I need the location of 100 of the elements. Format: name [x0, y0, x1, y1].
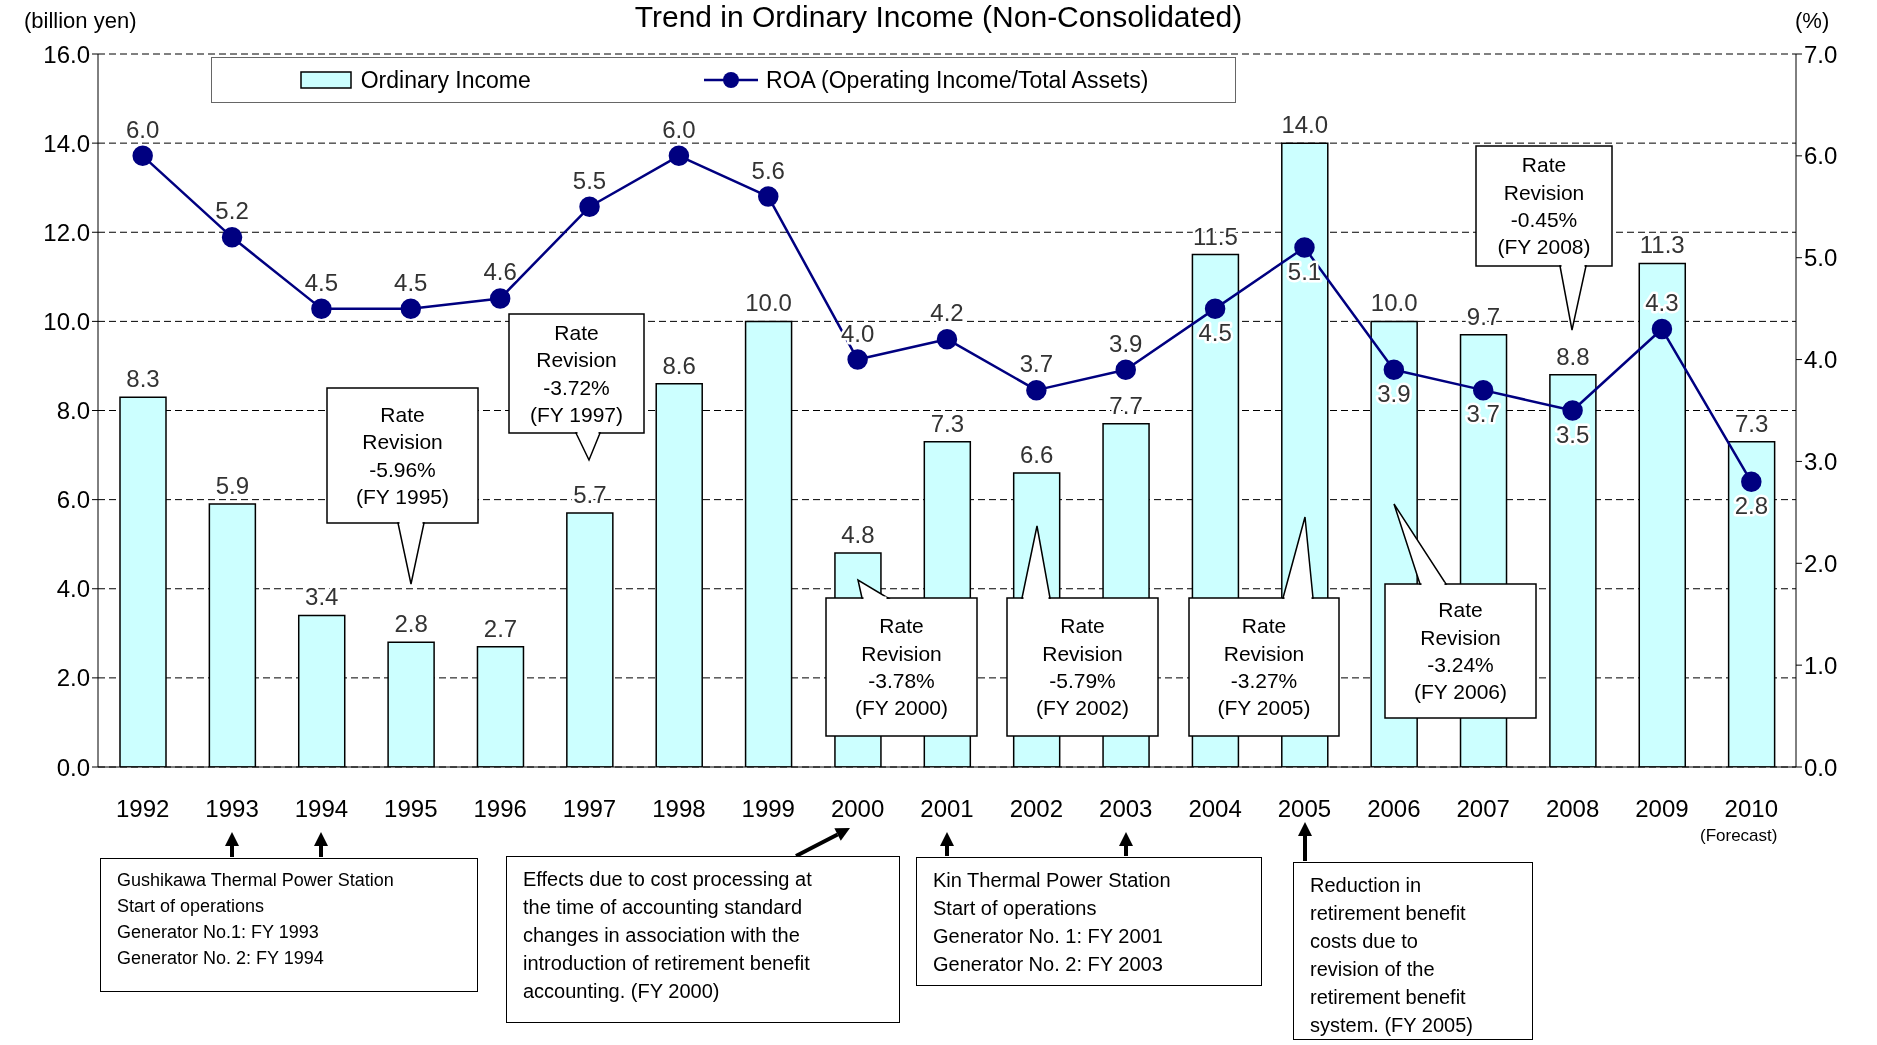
point — [847, 349, 868, 370]
point — [1026, 379, 1047, 401]
y-tick-label: 16.0 — [43, 40, 90, 68]
data-label: 4.5 — [1198, 318, 1232, 346]
x-tick-label: 1997 — [562, 795, 617, 822]
text: (Forecast) — [1700, 826, 1778, 846]
data-label: 4.8 — [841, 521, 875, 549]
data-label: 4.3 — [1645, 289, 1679, 317]
y-axis-title: (billion yen) — [24, 8, 137, 34]
y-tick-label: 6.0 — [56, 486, 90, 514]
annotation: Rate Revision -5.79% (FY 2002) — [1007, 598, 1158, 736]
point — [1294, 237, 1315, 258]
data-label: 8.6 — [662, 351, 696, 379]
x-tick-label: 1992 — [115, 795, 170, 822]
data-label: 4.5 — [304, 268, 339, 296]
point — [1562, 400, 1583, 421]
x-tick-label: 2002 — [1009, 795, 1064, 822]
annotation: Rate Revision -3.24% (FY 2006) — [1385, 584, 1536, 718]
y-tick-label: 12.0 — [43, 218, 90, 246]
point — [1204, 298, 1226, 319]
annotation: Rate Revision -3.27% (FY 2005) — [1189, 598, 1339, 736]
y-tick-label: 2.0 — [56, 664, 90, 692]
y-tick-label: 0.0 — [56, 753, 90, 781]
x-tick-label: 2009 — [1635, 795, 1689, 822]
data-label: 10.0 — [1370, 289, 1418, 317]
point — [1472, 379, 1494, 401]
point — [579, 196, 600, 218]
x-tick-label: 1996 — [473, 795, 527, 822]
data-label: 5.9 — [215, 472, 250, 500]
x-tick-label: 1995 — [384, 795, 438, 822]
y2-tick-label: 2.0 — [1804, 549, 1838, 577]
point — [400, 298, 422, 319]
data-label: 4.2 — [930, 299, 964, 327]
text: Reduction in retirement benefit costs due to revision of the retirement benefit system. (FY 2005) — [1293, 862, 1533, 1040]
data-label: 3.5 — [1555, 420, 1590, 448]
point — [221, 227, 243, 248]
x-tick-label: 2005 — [1277, 795, 1332, 822]
data-label: 8.3 — [126, 365, 160, 393]
y-tick-label: 4.0 — [56, 575, 90, 603]
point — [1115, 359, 1136, 381]
y2-tick-label: 0.0 — [1804, 753, 1838, 781]
x-tick-label: 1994 — [294, 795, 349, 822]
x-tick-label: 2001 — [920, 795, 974, 822]
y2-tick-label: 7.0 — [1804, 40, 1838, 68]
text: Effects due to cost processing at the time of accounting standard changes in association with the introduction of retirement benefit accounting. (FY 2000) — [506, 856, 900, 1023]
x-tick-label: 2004 — [1188, 795, 1242, 822]
data-label: 5.6 — [751, 156, 785, 184]
data-label: 4.5 — [394, 268, 428, 296]
x-tick-label: 2008 — [1545, 795, 1600, 822]
data-label: 7.3 — [930, 409, 964, 437]
x-tick-label: 1998 — [652, 795, 706, 822]
x-tick-label: 2000 — [830, 795, 885, 822]
y2-tick-label: 1.0 — [1804, 651, 1838, 679]
point — [489, 288, 511, 309]
text: Gushikawa Thermal Power Station Start of operations Generator No.1: FY 1993 Generator No. 2: FY 1994 — [100, 858, 478, 992]
y2-tick-label: 4.0 — [1804, 346, 1838, 374]
point — [1651, 318, 1673, 340]
data-label: 4.6 — [483, 258, 517, 286]
data-label: 3.4 — [305, 583, 339, 611]
data-label: 11.3 — [1639, 231, 1685, 259]
point — [1383, 359, 1405, 381]
data-label: 2.8 — [1734, 491, 1768, 519]
x-tick-label: 2007 — [1456, 795, 1510, 822]
data-label: 6.0 — [126, 115, 160, 143]
data-label: 3.7 — [1019, 350, 1054, 378]
chart-title: Trend in Ordinary Income (Non-Consolidated) — [634, 0, 1243, 33]
data-label: 6.6 — [1020, 440, 1054, 468]
data-label: 5.5 — [572, 166, 607, 194]
x-tick-label: 1993 — [205, 795, 259, 822]
data-label: 6.0 — [662, 115, 696, 143]
y2-tick-label: 5.0 — [1804, 244, 1838, 272]
point — [311, 298, 332, 319]
point — [1741, 471, 1762, 493]
data-label: 10.0 — [745, 289, 792, 317]
y-tick-label: 8.0 — [56, 397, 90, 425]
legend-label: Ordinary Income — [360, 66, 531, 94]
x-tick-label: 2006 — [1367, 795, 1421, 822]
data-label: 3.7 — [1466, 400, 1500, 428]
point — [936, 328, 958, 350]
data-label: 8.8 — [1556, 342, 1590, 370]
data-label: 2.7 — [483, 614, 518, 642]
point — [758, 186, 779, 207]
data-label: 14.0 — [1281, 111, 1329, 139]
data-label: 5.1 — [1287, 257, 1322, 285]
x-tick-label: 2010 — [1724, 795, 1779, 822]
y2-tick-label: 3.0 — [1804, 447, 1838, 475]
y2-tick-label: 6.0 — [1804, 142, 1838, 170]
annotation: Rate Revision -5.96% (FY 1995) — [327, 388, 478, 523]
point — [668, 145, 690, 167]
point — [132, 145, 153, 167]
annotation: Rate Revision -0.45% (FY 2008) — [1476, 146, 1612, 266]
data-label: 2.8 — [394, 610, 428, 638]
y2-axis-title: (%) — [1795, 8, 1830, 34]
data-label: 7.3 — [1734, 409, 1769, 437]
y-tick-label: 10.0 — [43, 307, 90, 335]
x-tick-label: 2003 — [1099, 795, 1153, 822]
x-tick-label: 1999 — [741, 795, 795, 822]
data-label: 3.9 — [1377, 379, 1411, 407]
data-label: 3.9 — [1109, 329, 1143, 357]
text: Kin Thermal Power Station Start of operations Generator No. 1: FY 2001 Generator No. 2: FY 2003 — [916, 857, 1262, 986]
